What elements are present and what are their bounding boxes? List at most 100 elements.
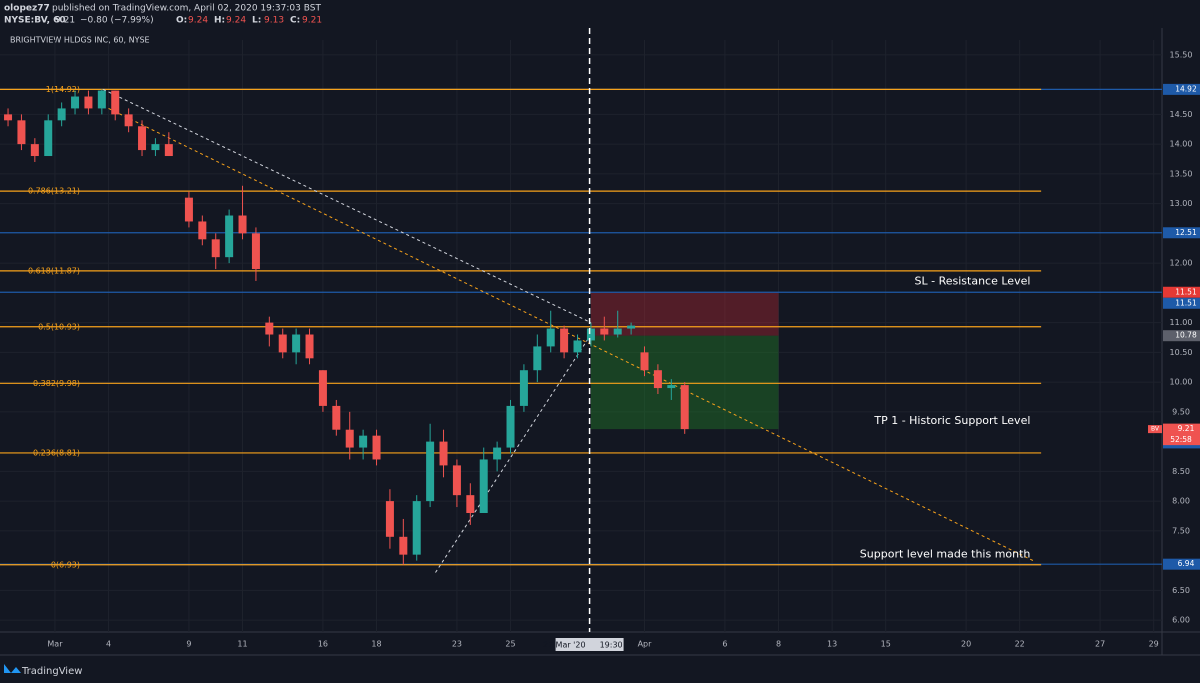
candle-body — [667, 385, 676, 389]
candle-body — [184, 197, 193, 222]
y-tick-label: 9.50 — [1172, 407, 1190, 416]
y-tick-label: 13.50 — [1170, 169, 1193, 178]
x-tick-label: 25 — [505, 640, 515, 649]
candle-body — [439, 441, 448, 466]
fib-label: 0.786(13.21) — [28, 187, 80, 196]
candle-body — [560, 328, 569, 353]
candle-body — [359, 435, 368, 448]
candle-body — [586, 328, 595, 341]
candle-body — [519, 370, 528, 406]
x-tick-label: 23 — [452, 640, 462, 649]
x-tick-label: 29 — [1149, 640, 1159, 649]
ohlc-value: 9.24 — [188, 16, 208, 26]
candle-body — [318, 370, 327, 406]
candle-body — [124, 114, 133, 127]
countdown: 52:58 — [1170, 435, 1192, 444]
x-tick-label: 18 — [371, 640, 381, 649]
symbol-tag: BV — [1151, 426, 1160, 433]
candle-body — [164, 144, 173, 157]
price-badge-label: 12.51 — [1175, 228, 1197, 237]
candle-body — [399, 536, 408, 555]
ohlc-value: 9.13 — [264, 16, 284, 26]
candle-body — [151, 144, 160, 151]
price-badge — [1163, 558, 1200, 570]
x-tick-label: 9 — [186, 640, 191, 649]
candle-body — [332, 405, 341, 430]
x-tick-label: 4 — [106, 640, 111, 649]
symbol-tag-box — [1148, 425, 1162, 434]
tradingview-logo: TradingView — [4, 664, 82, 677]
symbol: NYSE:BV, 60 — [4, 16, 66, 26]
x-tick-label: 15 — [881, 640, 891, 649]
fib-label: 1(14.92) — [46, 85, 80, 94]
candle-body — [44, 120, 53, 157]
header: olopez77 published on TradingView.com, A… — [4, 4, 322, 26]
x-tick-label: 11 — [237, 640, 247, 649]
candle-body — [278, 334, 287, 353]
crosshair-badge — [555, 638, 624, 651]
last-price: 9.21 — [55, 16, 75, 26]
price-badge — [1163, 286, 1200, 298]
candle-body — [84, 96, 93, 109]
candle-body — [640, 352, 649, 371]
y-tick-label: 11.00 — [1170, 318, 1193, 327]
candle-body — [385, 501, 394, 537]
y-tick-label: 6.50 — [1172, 586, 1190, 595]
candle-body — [17, 120, 26, 145]
candle-body — [305, 334, 314, 359]
x-tick-label: 20 — [961, 640, 971, 649]
price-badge — [1163, 297, 1200, 309]
logo-text: TradingView — [21, 666, 82, 677]
candle-body — [372, 435, 381, 460]
candle-body — [4, 114, 13, 121]
price-badge — [1163, 330, 1200, 342]
candle-body — [653, 370, 662, 389]
candle-body — [265, 322, 274, 335]
ohlc-label: L: — [252, 16, 261, 26]
candle-body — [479, 459, 488, 514]
candle-body — [613, 328, 622, 335]
x-tick-label: Apr — [638, 640, 653, 649]
price-badge — [1163, 423, 1200, 435]
candle-body — [452, 465, 461, 496]
price-badge — [1163, 83, 1200, 95]
candle-body — [493, 447, 502, 460]
fib-label: 0.618(11.87) — [28, 266, 80, 275]
y-tick-label: 13.00 — [1170, 199, 1193, 208]
crosshair-date: 27 Mar '20 — [543, 641, 586, 650]
candle-body — [111, 90, 120, 115]
candle-body — [426, 441, 435, 502]
candle-body — [238, 215, 247, 234]
y-tick-label: 12.00 — [1170, 259, 1193, 268]
candle-body — [533, 346, 542, 371]
y-tick-label: 10.50 — [1170, 348, 1193, 357]
candle-body — [345, 429, 354, 448]
x-tick-label: 22 — [1015, 640, 1025, 649]
candle-body — [30, 144, 39, 157]
price-badge — [1163, 227, 1200, 239]
candle-body — [546, 328, 555, 347]
candle-body — [198, 221, 207, 240]
fib-label: 0(6.93) — [51, 560, 80, 569]
y-tick-label: 14.00 — [1170, 140, 1193, 149]
y-tick-label: 8.50 — [1172, 467, 1190, 476]
plot-area: 1(14.92) 0.786(13.21) 0.618(11.87) 0.5(10.9… — [0, 40, 1162, 632]
logo-icon — [4, 664, 21, 673]
y-tick-label: 6.00 — [1172, 616, 1190, 625]
candle-body — [506, 405, 515, 448]
candle-body — [97, 90, 106, 109]
fib-label: 0.236(8.81) — [33, 448, 80, 457]
ohlc-value: 9.21 — [302, 16, 322, 26]
y-tick-label: 8.00 — [1172, 497, 1190, 506]
candle-body — [251, 233, 260, 270]
annotation: Support level made this month — [860, 548, 1031, 561]
y-tick-label: 15.50 — [1170, 50, 1193, 59]
chart-title: BRIGHTVIEW HLDGS INC, 60, NYSE — [10, 36, 150, 45]
x-tick-label: 16 — [318, 640, 328, 649]
candle-body — [211, 239, 220, 258]
candle-body — [57, 108, 66, 121]
candle-body — [71, 96, 80, 109]
candle-body — [292, 334, 301, 353]
